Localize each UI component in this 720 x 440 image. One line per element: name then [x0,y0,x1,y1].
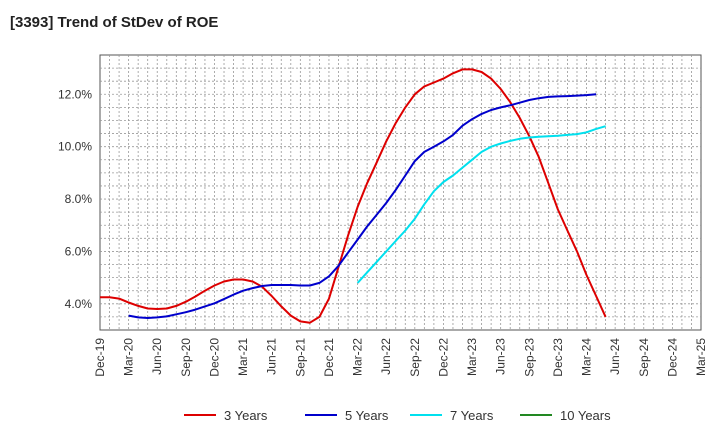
legend-label: 3 Years [224,408,268,423]
x-tick-label: Mar-20 [122,338,136,376]
x-tick-label: Sep-21 [293,338,307,377]
x-tick-label: Jun-20 [150,338,164,375]
y-tick-label: 10.0% [58,140,92,154]
chart-title: [3393] Trend of StDev of ROE [10,14,219,31]
y-tick-label: 8.0% [65,192,93,206]
y-tick-label: 4.0% [65,297,93,311]
y-tick-label: 6.0% [65,244,93,258]
grid-lines [100,55,701,330]
x-tick-label: Sep-22 [408,338,422,377]
x-tick-label: Dec-22 [436,338,450,377]
series-line-5-years [128,93,597,319]
x-tick-label: Sep-23 [522,338,536,377]
x-tick-label: Mar-21 [236,338,250,376]
x-tick-label: Sep-20 [179,338,193,377]
x-tick-label: Dec-20 [207,338,221,377]
series-line-3-years [100,68,607,324]
x-tick-label: Sep-24 [637,338,651,377]
x-tick-label: Mar-22 [351,338,365,376]
legend-label: 10 Years [560,408,611,423]
x-tick-label: Jun-24 [608,338,622,375]
x-axis: Dec-19 Mar-20 Jun-20 Sep-20 Dec-20 Mar-21 Jun-… [93,338,708,377]
y-tick-label: 12.0% [58,87,92,101]
x-tick-label: Mar-23 [465,338,479,376]
legend: 3 Years 5 Years 7 Years 10 Years [184,408,611,423]
x-tick-label: Jun-22 [379,338,393,375]
x-tick-label: Dec-19 [93,338,107,377]
x-tick-label: Jun-23 [494,338,508,375]
legend-label: 7 Years [450,408,494,423]
x-tick-label: Jun-21 [265,338,279,375]
series-lines [100,68,607,324]
x-tick-label: Dec-24 [665,338,679,377]
x-tick-label: Dec-21 [322,338,336,377]
y-axis: 4.0% 6.0% 8.0% 10.0% 12.0% [58,87,92,311]
legend-label: 5 Years [345,408,389,423]
plot-area [99,54,702,331]
x-tick-label: Mar-24 [580,338,594,376]
series-line-7-years [356,125,606,284]
x-tick-label: Dec-23 [551,338,565,377]
x-tick-label: Mar-25 [694,338,708,376]
